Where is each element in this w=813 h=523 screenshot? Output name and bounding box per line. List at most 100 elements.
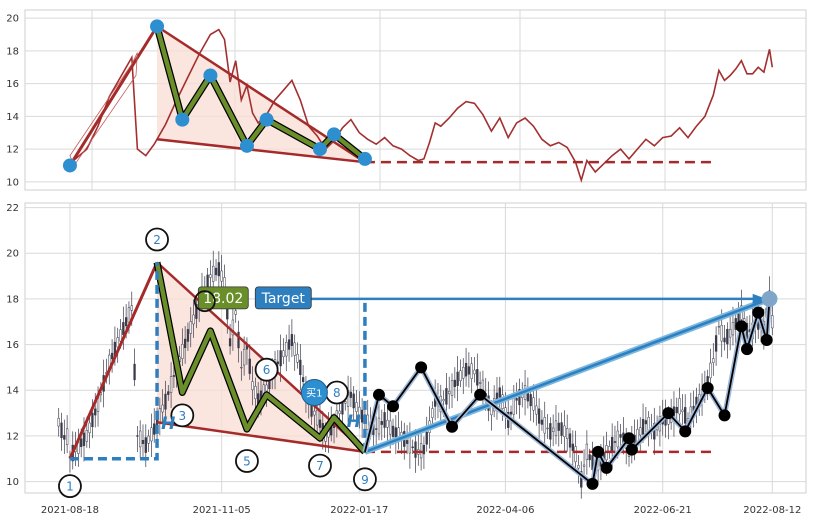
candle-body [285,341,288,357]
candle-body [540,419,544,425]
height-measure-1 [69,262,159,461]
top-frame [24,9,807,191]
candle-body [431,408,434,418]
target-text-label: Target [261,291,306,307]
candle-body [127,307,131,323]
top-pattern-point [357,151,372,166]
candle-body [228,338,232,347]
candle-body [383,412,386,428]
candle-body [470,363,473,379]
candle-body [122,322,125,336]
candle-body [195,304,198,319]
candle-body [639,427,642,436]
swing-point [623,432,636,445]
candle-body [164,393,167,410]
candle-body [574,446,577,463]
point-label-text: 7 [316,459,324,473]
candle-body [712,358,715,363]
top-lower-trendline [156,138,366,164]
candle-body [529,394,532,407]
swing-point [592,445,605,458]
bottom-x-tick-label: 2021-08-18 [41,505,99,516]
swing-point [760,334,773,347]
swing-point [387,400,400,413]
point-label-circle [353,467,377,492]
candle-body [422,445,426,455]
target-arrow-head [752,293,767,304]
candle-body [318,419,322,428]
candle-body [299,359,302,376]
point-label-text: 9 [361,473,369,487]
candle-body [552,427,555,432]
bottom-x-tick-label: 2022-08-12 [743,505,801,516]
top-pattern-point [312,142,327,157]
top-pattern-point [175,112,190,127]
candle-body [186,329,190,342]
bottom-x-tick-label: 2022-06-21 [634,505,692,516]
top-y-tick-label: 14 [6,112,19,123]
candle-body [557,422,560,431]
candle-body [391,425,395,437]
candle-body [425,431,428,445]
candle-body [641,419,645,435]
candle-body [577,465,580,469]
candle-body [588,454,591,461]
point-label-circle [254,357,279,382]
candle-body [512,397,515,415]
candle-body [344,401,347,404]
candle-body [231,319,235,336]
candle-body [560,422,563,436]
candle-body [571,443,574,451]
top-pattern-point [150,19,165,34]
candle-body [728,328,732,338]
candle-body [459,370,462,382]
candle-body [301,377,305,382]
candle-body [80,438,83,447]
candle-body [139,430,142,448]
candle-body [133,363,136,381]
candle-body [119,329,122,342]
bottom-y-tick-label: 20 [6,249,19,260]
candle-body [616,430,619,448]
candle-body [580,471,583,488]
candle-body [380,421,383,425]
candle-body [234,310,237,315]
candle-body [144,437,147,453]
candle-body [82,432,86,446]
candle-body [57,417,60,427]
candle-body [723,337,726,343]
candle-body [405,440,409,444]
candle-body [684,407,687,424]
point-label-circle [235,449,259,473]
candle-body [130,305,133,311]
candle-body [150,427,153,442]
candle-body [498,387,501,398]
candle-body [442,399,445,402]
candle-body [563,425,566,438]
candle-body [585,443,589,460]
candle-body [745,322,749,339]
candle-body [65,428,69,445]
candle-body [731,321,735,336]
bottom-lower-trendline [156,420,366,454]
top-pattern-point [62,158,77,173]
candle-body [566,428,569,439]
candle-body [240,366,243,369]
bottom-y-tick-label: 12 [6,431,19,442]
candle-body [136,435,139,437]
top-rise-trendline [68,25,159,167]
point-label-text: 8 [333,386,341,400]
top-panel: 10 12 14 16 18 20 [6,9,807,191]
candle-body [490,406,493,416]
candle-body [161,404,164,413]
top-y-tick-label: 20 [6,14,19,25]
point-label-circle [308,453,332,478]
candle-body [554,420,558,437]
candle-body [220,270,223,282]
candle-body [549,423,552,440]
point-label-circle [170,403,195,428]
top-pattern-point [327,127,342,142]
candle-body [287,339,291,350]
candle-body [265,384,268,392]
candle-body [355,402,358,412]
